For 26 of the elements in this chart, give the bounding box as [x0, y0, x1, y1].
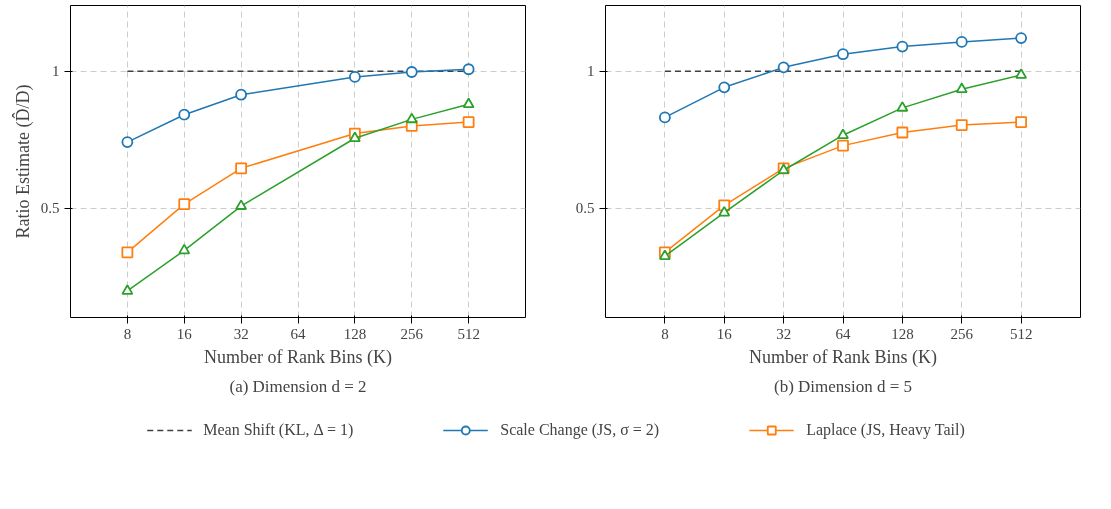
x-axis-title: Number of Rank Bins (K) [749, 346, 937, 368]
legend-label: Scale Change (JS, σ = 2) [500, 421, 660, 439]
legend-label: Laplace (JS, Heavy Tail) [806, 421, 965, 439]
legend-label: Mean Shift (KL, Δ = 1) [203, 421, 354, 439]
x-tick-label: 256 [950, 325, 974, 342]
x-tick-label: 16 [176, 325, 193, 342]
x-tick-label: 512 [1009, 325, 1033, 342]
x-tick-label: 128 [343, 325, 367, 342]
text: (a) Dimension d = 2 [229, 376, 367, 396]
x-tick-label: 256 [400, 325, 424, 342]
y-tick-label: 1 [587, 63, 595, 80]
y-tick-label: 0.5 [575, 200, 595, 217]
x-tick-label: 128 [891, 325, 914, 342]
x-tick-label: 64 [290, 325, 306, 342]
x-tick-label: 8 [661, 325, 669, 342]
x-axis-title: Number of Rank Bins (K) [204, 346, 392, 368]
x-tick-label: 32 [233, 325, 249, 342]
x-tick-label: 512 [457, 325, 480, 342]
text: (b) Dimension d = 5 [773, 376, 913, 396]
y-tick-label: 1 [52, 63, 60, 80]
y-axis-title: Ratio Estimate (D̂/D) [12, 84, 34, 239]
x-tick-label: 8 [123, 325, 132, 342]
x-tick-label: 64 [835, 325, 851, 342]
x-tick-label: 32 [776, 325, 792, 342]
y-tick-label: 0.5 [40, 200, 60, 217]
x-tick-label: 16 [716, 325, 733, 342]
